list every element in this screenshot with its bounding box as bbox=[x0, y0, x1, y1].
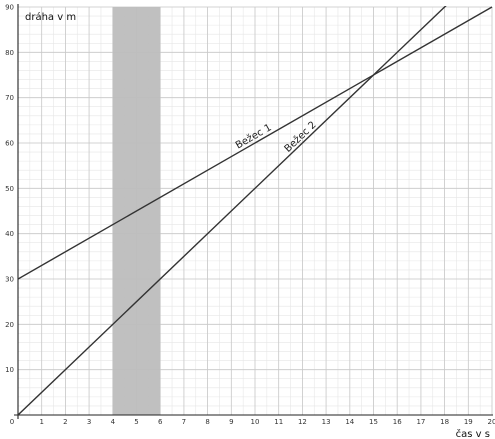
y-tick-labels: 10 20 30 40 50 60 70 80 90 bbox=[5, 4, 14, 375]
x-axis-label: čas v s bbox=[456, 428, 490, 439]
y-axis-label: dráha v m bbox=[25, 11, 76, 23]
x-tick-label: 18 bbox=[440, 418, 449, 426]
x-tick-label: 16 bbox=[393, 418, 402, 426]
x-tick-label: 12 bbox=[298, 418, 307, 426]
x-tick-label: 19 bbox=[464, 418, 473, 426]
x-tick-label: 17 bbox=[416, 418, 425, 426]
x-tick-label: 15 bbox=[369, 418, 378, 426]
axes bbox=[14, 4, 493, 419]
x-tick-labels: 1 2 3 4 5 6 7 8 9 10 11 12 13 14 15 16 17 18 19 20 bbox=[39, 418, 495, 426]
x-tick-label: 6 bbox=[158, 418, 163, 426]
y-tick-label: 80 bbox=[5, 49, 14, 57]
x-tick-label: 14 bbox=[345, 418, 354, 426]
major-grid bbox=[17, 6, 493, 415]
y-tick-label: 10 bbox=[5, 366, 14, 374]
x-tick-label: 5 bbox=[134, 418, 138, 426]
x-tick-label: 1 bbox=[39, 418, 43, 426]
y-tick-label: 50 bbox=[5, 185, 14, 193]
y-tick-label: 60 bbox=[5, 140, 14, 148]
x-tick-label: 20 bbox=[488, 418, 495, 426]
y-tick-label: 30 bbox=[5, 276, 14, 284]
series-line-1 bbox=[18, 6, 493, 280]
y-tick-label: 70 bbox=[5, 94, 14, 102]
x-tick-label: 13 bbox=[322, 418, 331, 426]
origin-label: 0 bbox=[10, 418, 14, 426]
y-tick-label: 20 bbox=[5, 321, 14, 329]
x-tick-label: 3 bbox=[87, 418, 91, 426]
series-lines bbox=[18, 6, 493, 415]
series-line-2 bbox=[18, 6, 447, 415]
x-tick-label: 2 bbox=[63, 418, 67, 426]
x-tick-label: 9 bbox=[229, 418, 233, 426]
x-tick-label: 8 bbox=[205, 418, 209, 426]
x-tick-label: 7 bbox=[182, 418, 186, 426]
x-tick-label: 4 bbox=[111, 418, 116, 426]
series-labels: Bežec 1 Bežec 2 bbox=[233, 119, 318, 155]
y-tick-label: 40 bbox=[5, 230, 14, 238]
x-tick-label: 10 bbox=[251, 418, 260, 426]
y-tick-label: 90 bbox=[5, 4, 14, 12]
x-tick-label: 11 bbox=[274, 418, 283, 426]
